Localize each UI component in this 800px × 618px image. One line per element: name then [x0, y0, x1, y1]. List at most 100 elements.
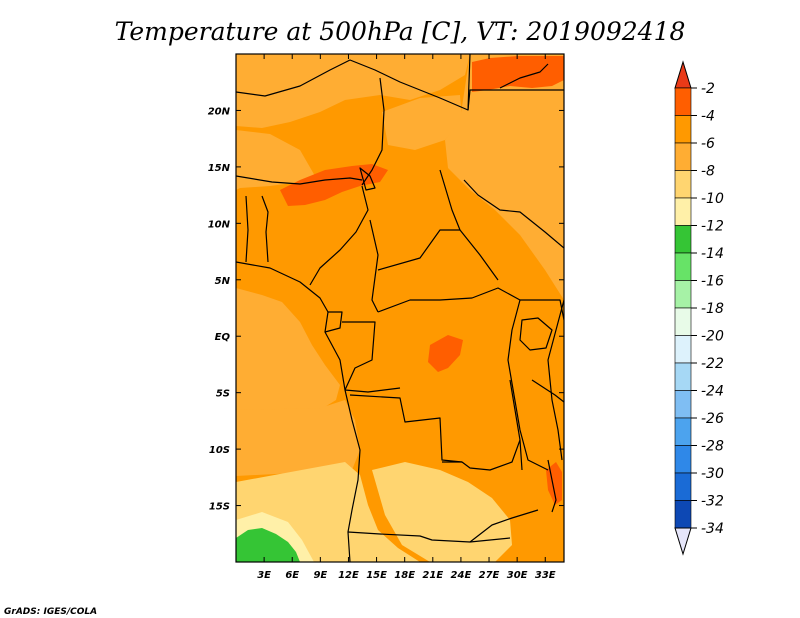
y-tick-label: 15N [208, 163, 231, 174]
colorbar-label: -4 [701, 109, 715, 125]
border-lake-victoria [519, 317, 553, 351]
region-east-africa [445, 54, 564, 300]
border-sudan-southsudan [463, 179, 564, 249]
colorbar-label: -34 [701, 521, 724, 537]
border-coastline-east [547, 299, 564, 461]
colorbar-swatch [674, 307, 692, 336]
y-tick-label: 15S [209, 502, 230, 513]
colorbar-label: -30 [701, 466, 724, 482]
region-west-sahel [236, 54, 470, 128]
border-zambia-zimbabwe [469, 509, 539, 543]
region-southwest-corner-green [236, 528, 300, 562]
x-tick-label: 30E [507, 570, 528, 581]
border-nigeria-north [236, 175, 363, 185]
border-gabon-congo [342, 321, 376, 391]
colorbar-swatch [674, 472, 692, 501]
region-sahel-warm-band [280, 164, 388, 206]
chart-title: Temperature at 500hPa [C], VT: 201909241… [115, 17, 686, 46]
colorbar-swatch [674, 170, 692, 199]
x-tick-label: 12E [338, 570, 359, 581]
colorbar-label: -16 [701, 274, 724, 290]
border-sahara-north [236, 54, 471, 111]
map-frame [235, 53, 565, 563]
border-ghana-togo [245, 195, 249, 263]
x-tick-label: 24E [451, 570, 472, 581]
border-east-lakes [507, 299, 549, 471]
x-tick-label: 21E [422, 570, 443, 581]
y-tick-label: EQ [215, 332, 231, 343]
y-tick-label: 10S [209, 445, 230, 456]
colorbar-label: -10 [701, 191, 724, 207]
region-niger-chad-north [382, 95, 462, 150]
y-tick-label: 20N [208, 106, 231, 117]
colorbar-swatch [674, 115, 692, 144]
y-tick-label: 5N [215, 276, 231, 287]
border-cameroon-car [369, 219, 379, 313]
x-axis: 3E 6E 9E 12E 15E 18E 21E 24E 27E 30E 33E [257, 54, 556, 581]
credit-label: GrADS: IGES/COLA [4, 607, 97, 617]
border-angola-namibia [347, 531, 511, 543]
colorbar-swatch [674, 335, 692, 364]
y-tick-label: 10N [208, 219, 231, 230]
border-lake-chad [359, 167, 376, 191]
colorbar-label: -6 [701, 136, 715, 152]
y-tick-label: 5S [216, 389, 230, 400]
colorbar-swatch [674, 500, 692, 529]
colorbar-label: -22 [701, 356, 724, 372]
colorbar-swatch [674, 445, 692, 474]
border-gabon [324, 311, 343, 333]
border-uganda-kenya [520, 299, 564, 321]
colorbar-top-arrow [674, 60, 692, 89]
border-angola-zambia [442, 439, 521, 471]
colorbar-label: -18 [701, 301, 724, 317]
colorbar-swatch [674, 225, 692, 254]
colorbar-swatch [674, 142, 692, 171]
border-chad-libya [467, 89, 564, 111]
colorbar-swatch [674, 280, 692, 309]
colorbar-swatch [674, 390, 692, 419]
region-northeast-warm [472, 56, 564, 92]
colorbar-label: -32 [701, 494, 724, 510]
colorbar-label: -12 [701, 219, 724, 235]
border-lake-tanganyika [509, 379, 523, 471]
x-tick-label: 18E [394, 570, 415, 581]
map-panel [236, 54, 564, 562]
x-tick-label: 27E [479, 570, 500, 581]
border-coastline-west [236, 261, 361, 562]
colorbar-label: -28 [701, 439, 724, 455]
border-nigeria-cameroon [309, 185, 369, 286]
colorbar-label: -8 [701, 164, 715, 180]
x-tick-label: 33E [535, 570, 556, 581]
y-axis: 20N 15N 10N 5N EQ 5S 10S 15S [208, 106, 564, 513]
colorbar-swatch [674, 362, 692, 391]
colorbar-label: -26 [701, 411, 724, 427]
colorbar: -2 -4 -6 -8 -10 -12 -14 -16 -18 -20 -22 -24 -26 -28 -3… [674, 60, 724, 556]
border-drc-angola [349, 394, 463, 463]
region-nigeria-west-africa [236, 130, 315, 190]
border-tanzania [531, 379, 564, 403]
colorbar-label: -14 [701, 246, 724, 262]
x-tick-label: 15E [366, 570, 387, 581]
border-congo-drc [377, 287, 521, 313]
region-angola-atlantic [236, 400, 360, 476]
border-lake-malawi [547, 459, 557, 513]
colorbar-swatch [674, 417, 692, 446]
border-car-south [377, 229, 460, 271]
region-congo-warm [428, 335, 463, 372]
colorbar-swatch [674, 197, 692, 226]
x-tick-label: 6E [285, 570, 299, 581]
colorbar-bottom-arrow [674, 527, 692, 556]
border-congo-coast [344, 387, 401, 393]
border-benin-togo [261, 195, 269, 263]
colorbar-label: -2 [701, 81, 715, 97]
region-gulf-of-guinea-atlantic [236, 288, 340, 412]
colorbar-swatch [674, 87, 692, 116]
border-ethiopia [499, 63, 549, 89]
country-borders [236, 54, 564, 562]
x-tick-label: 9E [313, 570, 327, 581]
x-tick-label: 3E [257, 570, 271, 581]
colorbar-label: -24 [701, 384, 724, 400]
colorbar-swatch [674, 252, 692, 281]
colorbar-label: -20 [701, 329, 724, 345]
